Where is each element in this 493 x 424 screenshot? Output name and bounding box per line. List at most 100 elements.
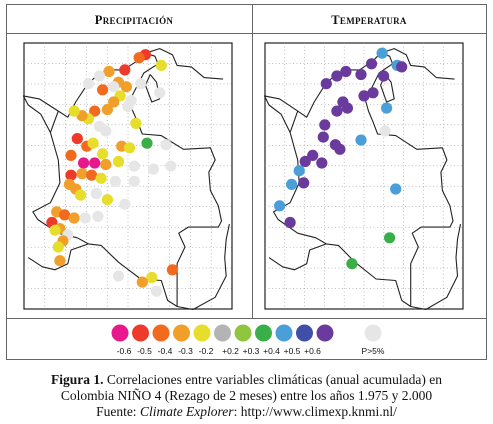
temp-station-marker <box>341 102 353 114</box>
temp-station-marker <box>396 61 408 73</box>
legend-label: +0.3 <box>243 346 260 356</box>
temp-border-maracaibo <box>380 74 395 103</box>
source-prefix: Fuente: <box>96 404 140 419</box>
temp-station-marker <box>320 78 332 90</box>
precip-station-marker <box>109 175 121 187</box>
precip-border-ecuador-peru <box>27 243 89 271</box>
precip-station-marker <box>119 64 131 76</box>
temp-station-marker <box>299 155 311 168</box>
temperature-panel-title: Temperatura <box>331 13 407 27</box>
legend-swatch <box>214 324 231 342</box>
temp-border-panama <box>264 95 299 133</box>
precip-station-marker <box>97 148 109 160</box>
precip-border-venezuela <box>145 48 224 80</box>
precip-station-marker <box>68 105 80 117</box>
caption-line-1: Figura 1. Correlaciones entre variables … <box>0 372 493 388</box>
legend-swatch <box>132 324 149 342</box>
figure-frame: Precipitación Temperatura -0.6 -0.5 -0.4 -0… <box>6 4 487 360</box>
precip-station-marker <box>146 271 158 284</box>
temperature-map <box>264 42 464 310</box>
legend-swatch <box>173 324 190 342</box>
precip-station-marker <box>65 169 77 181</box>
temp-station-marker <box>390 183 402 195</box>
temp-station-marker <box>274 200 286 212</box>
precip-station-marker <box>89 157 101 169</box>
temp-border-venezuela <box>380 48 455 80</box>
precip-border-panama <box>23 95 59 133</box>
precip-station-marker <box>59 209 71 221</box>
legend-label: -0.4 <box>158 346 173 356</box>
precip-station-marker <box>101 104 113 116</box>
temp-station-marker <box>355 134 367 146</box>
precip-station-marker <box>82 78 94 90</box>
precip-station-marker <box>101 194 113 206</box>
precip-border-colombia <box>32 52 223 308</box>
precip-station-marker <box>92 210 104 222</box>
legend-swatch <box>364 324 382 342</box>
precip-station-marker <box>141 137 153 149</box>
precip-station-marker <box>93 70 106 82</box>
temp-station-marker <box>365 58 378 70</box>
precip-station-marker <box>100 125 112 137</box>
precip-station-marker <box>49 224 61 236</box>
precip-station-marker <box>120 81 132 93</box>
precip-station-marker <box>112 270 125 282</box>
precip-station-marker <box>166 264 178 276</box>
panel-divider <box>252 5 253 318</box>
precip-station-marker <box>90 187 102 200</box>
precipitation-map <box>23 42 233 310</box>
legend-label: -0.5 <box>137 346 152 356</box>
legend-swatch <box>193 324 211 342</box>
legend-swatch <box>316 324 334 342</box>
temp-station-marker <box>355 68 367 81</box>
temp-station-marker <box>358 90 370 102</box>
temp-station-marker <box>340 65 352 78</box>
source-url: : http://www.climexp.knmi.nl/ <box>233 404 397 419</box>
temp-station-marker <box>316 157 328 169</box>
precip-station-marker <box>133 52 145 64</box>
precip-station-marker <box>52 241 64 253</box>
precip-station-marker <box>147 163 159 175</box>
precip-station-marker <box>97 84 109 96</box>
precip-station-marker <box>89 105 101 117</box>
temp-border-ecuador-peru <box>268 243 327 271</box>
precip-station-marker <box>125 94 137 107</box>
precip-station-marker <box>71 133 83 145</box>
caption-source: Fuente: Climate Explorer: http://www.cli… <box>0 404 493 420</box>
precip-station-marker <box>150 285 163 297</box>
source-name: Climate Explorer <box>139 404 234 419</box>
figure-label: Figura 1. <box>51 372 104 387</box>
precip-station-marker <box>87 137 99 149</box>
legend-label: +0.6 <box>304 346 321 356</box>
caption-text-1: Correlaciones entre variables climáticas… <box>106 372 442 387</box>
legend-label: +0.2 <box>222 346 239 356</box>
precip-station-marker <box>74 189 87 201</box>
temp-station-marker <box>298 177 310 189</box>
temp-station-marker <box>378 70 390 82</box>
temp-station-marker <box>376 47 388 59</box>
legend-swatch <box>152 324 170 342</box>
precip-station-marker <box>108 81 120 93</box>
precip-station-marker <box>160 139 172 151</box>
temp-station-marker <box>346 258 358 270</box>
legend-swatch <box>296 324 313 342</box>
precip-station-marker <box>108 96 120 108</box>
precip-station-marker <box>103 65 115 78</box>
temp-station-marker <box>286 178 298 190</box>
precip-station-marker <box>155 59 167 71</box>
temp-station-marker <box>331 105 343 117</box>
temp-station-marker <box>367 87 379 99</box>
temp-station-marker <box>317 131 329 143</box>
precip-station-marker <box>136 276 148 288</box>
temp-border-brazil-border <box>410 223 462 310</box>
precip-station-marker <box>135 78 147 90</box>
legend-label: P>5% <box>362 346 385 356</box>
precipitation-panel-title: Precipitación <box>94 13 174 27</box>
caption-line-2: Colombia NIÑO 4 (Rezago de 2 meses) entr… <box>60 388 433 403</box>
legend-divider <box>7 318 486 319</box>
temp-station-marker <box>379 125 391 137</box>
precip-station-marker <box>79 212 91 224</box>
precip-station-marker <box>68 212 80 224</box>
precip-station-marker <box>112 155 125 168</box>
temp-station-marker <box>284 216 296 229</box>
